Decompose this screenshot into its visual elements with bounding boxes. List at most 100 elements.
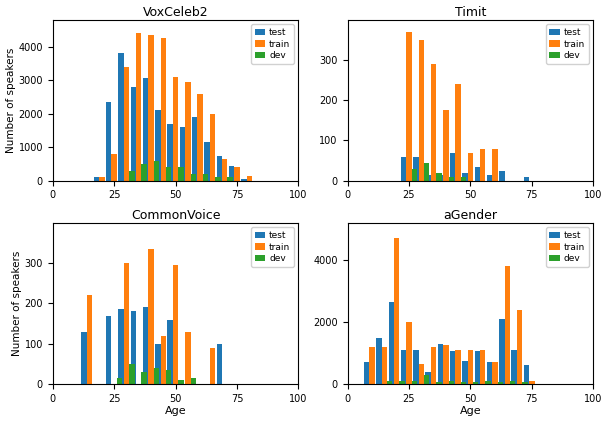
Bar	[492, 362, 498, 384]
X-axis label: Age: Age	[460, 406, 481, 417]
Bar	[229, 165, 234, 181]
Bar	[406, 322, 412, 384]
Bar	[364, 362, 370, 384]
Bar	[455, 84, 461, 181]
Bar	[155, 110, 161, 181]
Bar	[468, 152, 473, 181]
Bar	[413, 157, 418, 181]
Y-axis label: Number of speakers: Number of speakers	[12, 251, 22, 356]
Bar	[418, 40, 424, 181]
Bar	[389, 302, 394, 384]
Bar	[487, 175, 492, 181]
Bar	[178, 380, 184, 384]
Title: VoxCeleb2: VoxCeleb2	[143, 5, 209, 19]
Bar	[111, 154, 117, 181]
Bar	[443, 345, 449, 384]
Bar	[87, 295, 92, 384]
Bar	[123, 67, 129, 181]
Bar	[499, 319, 505, 384]
Bar	[394, 238, 399, 384]
Bar	[431, 64, 436, 181]
Bar	[424, 162, 429, 181]
Bar	[387, 381, 393, 384]
Bar	[480, 149, 485, 181]
Bar	[382, 347, 387, 384]
Bar	[406, 32, 412, 181]
Bar	[412, 169, 417, 181]
Bar	[449, 381, 454, 384]
Bar	[161, 335, 166, 384]
Bar	[216, 156, 222, 181]
Bar	[438, 175, 443, 181]
Bar	[192, 117, 198, 181]
Bar	[185, 332, 190, 384]
Bar	[475, 167, 480, 181]
Bar	[190, 378, 196, 384]
Bar	[523, 365, 529, 384]
Bar	[190, 174, 196, 181]
Bar	[198, 94, 203, 181]
Bar	[426, 175, 431, 181]
Bar	[131, 311, 136, 384]
Bar	[462, 173, 468, 181]
Bar	[123, 263, 129, 384]
Bar	[401, 350, 406, 384]
Bar	[234, 167, 240, 181]
Bar	[450, 152, 455, 181]
Bar	[399, 381, 405, 384]
Bar	[412, 381, 417, 384]
Bar	[119, 309, 123, 384]
Bar	[522, 382, 528, 384]
Bar	[178, 167, 184, 181]
Bar	[529, 381, 534, 384]
Bar	[129, 170, 134, 181]
Bar	[161, 38, 166, 181]
Bar	[216, 344, 222, 384]
Bar	[510, 381, 516, 384]
Bar	[247, 176, 252, 181]
Bar	[487, 362, 492, 384]
Bar	[148, 249, 154, 384]
Bar	[173, 77, 178, 181]
Bar	[185, 82, 190, 181]
Bar	[455, 350, 461, 384]
Bar	[511, 350, 517, 384]
Bar	[106, 102, 111, 181]
Bar	[413, 350, 418, 384]
Y-axis label: Number of speakers: Number of speakers	[5, 48, 16, 153]
Bar	[523, 177, 529, 181]
Bar	[180, 127, 185, 181]
Bar	[210, 348, 215, 384]
Bar	[167, 124, 173, 181]
Legend: test, train, dev: test, train, dev	[546, 227, 589, 267]
Bar	[166, 370, 171, 384]
Bar	[119, 53, 123, 181]
Bar	[376, 338, 382, 384]
Bar	[215, 177, 221, 181]
Bar	[143, 308, 148, 384]
Bar	[106, 316, 111, 384]
Bar	[475, 352, 480, 384]
Bar	[117, 378, 122, 384]
Bar	[148, 35, 154, 181]
Bar	[473, 382, 478, 384]
Bar	[94, 177, 99, 181]
Bar	[155, 344, 161, 384]
Bar	[424, 375, 429, 384]
Legend: test, train, dev: test, train, dev	[251, 24, 294, 64]
Title: Timit: Timit	[455, 5, 486, 19]
Bar	[492, 149, 498, 181]
Bar	[436, 173, 441, 181]
Bar	[436, 382, 441, 384]
Title: CommonVoice: CommonVoice	[131, 209, 220, 222]
Title: aGender: aGender	[443, 209, 497, 222]
Bar	[443, 110, 449, 181]
Bar	[498, 382, 503, 384]
Bar	[166, 167, 171, 181]
Bar	[449, 177, 454, 181]
Bar	[173, 265, 178, 384]
Bar	[131, 87, 136, 181]
Legend: test, train, dev: test, train, dev	[251, 227, 294, 267]
Bar	[517, 310, 522, 384]
Bar	[167, 319, 173, 384]
